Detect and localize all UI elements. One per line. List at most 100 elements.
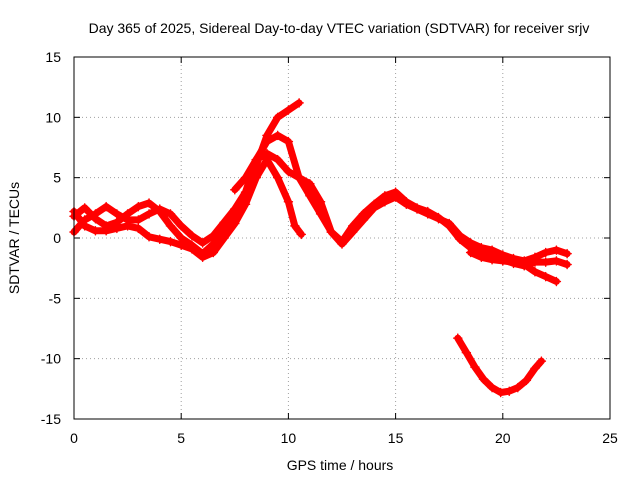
data-point <box>296 229 307 240</box>
data-point <box>144 232 154 242</box>
data-point <box>294 172 304 183</box>
data-point <box>305 178 315 189</box>
data-point <box>326 227 337 237</box>
data-point <box>219 233 229 243</box>
y-tick-label: -10 <box>41 351 61 367</box>
data-point <box>283 197 294 207</box>
x-axis-label: GPS time / hours <box>287 457 394 473</box>
axis-ticks <box>73 56 611 420</box>
x-tick-label: 25 <box>602 430 618 446</box>
data-point <box>272 172 283 183</box>
data-point <box>504 386 514 396</box>
x-tick-label: 0 <box>70 430 78 446</box>
data-point <box>530 267 540 277</box>
data-point <box>530 257 540 267</box>
data-point <box>337 236 347 247</box>
data-point <box>262 148 272 159</box>
data-point <box>197 252 208 263</box>
x-tick-labels: 0 5 10 15 20 25 <box>70 430 618 446</box>
y-axis-label: SDTVAR / TECUs <box>6 182 22 294</box>
data-point <box>230 204 240 214</box>
data-point <box>133 201 144 212</box>
data-point <box>219 217 229 228</box>
data-point <box>176 240 186 250</box>
data-point <box>122 215 133 225</box>
y-tick-label: -5 <box>49 290 62 306</box>
data-point <box>187 230 197 241</box>
data-point <box>165 236 176 247</box>
y-tick-label: -15 <box>41 411 61 427</box>
data-point <box>79 203 90 213</box>
data-point <box>133 223 144 234</box>
data-point <box>133 215 144 225</box>
x-tick-label: 5 <box>177 430 185 446</box>
data-point <box>315 197 326 207</box>
data-point <box>513 382 523 393</box>
data-point <box>272 154 283 165</box>
data-point <box>478 374 489 384</box>
chart-title: Day 365 of 2025, Sidereal Day-to-day VTE… <box>89 20 590 36</box>
data-point <box>101 226 111 236</box>
data-point <box>290 221 300 231</box>
data-point <box>240 172 251 183</box>
data-point <box>551 245 562 255</box>
data-point <box>562 259 572 270</box>
data-point <box>369 199 379 209</box>
data-point <box>305 191 315 201</box>
data-point <box>487 382 497 393</box>
data-point <box>208 230 219 241</box>
data-point <box>144 198 154 208</box>
data-series <box>69 98 572 398</box>
data-point <box>380 191 390 201</box>
data-point <box>536 356 547 366</box>
series-track-4 <box>230 148 572 271</box>
data-point <box>165 221 176 231</box>
data-point <box>272 112 283 123</box>
data-point <box>90 209 101 219</box>
data-point <box>401 197 412 207</box>
data-point <box>433 212 444 223</box>
y-tick-label: 15 <box>45 49 61 65</box>
y-tick-label: 0 <box>53 230 61 246</box>
data-point <box>551 256 562 266</box>
data-point <box>262 136 272 147</box>
data-point <box>294 98 304 108</box>
data-point <box>208 247 219 258</box>
series-track-6 <box>453 333 547 398</box>
data-point <box>530 363 540 374</box>
data-point <box>412 203 422 213</box>
data-point <box>165 209 176 219</box>
x-tick-label: 10 <box>281 430 297 446</box>
data-point <box>283 105 294 115</box>
data-point <box>465 247 476 258</box>
data-point <box>230 184 240 195</box>
data-point <box>283 166 294 177</box>
data-point <box>112 223 122 234</box>
data-point <box>521 375 532 386</box>
data-point <box>461 347 472 358</box>
data-point <box>540 257 551 267</box>
data-point <box>197 238 208 248</box>
data-point <box>519 259 529 270</box>
data-point <box>112 209 122 219</box>
data-point <box>423 206 433 217</box>
data-point <box>79 215 90 225</box>
data-point <box>540 247 551 258</box>
data-point <box>476 252 487 263</box>
data-point <box>155 234 165 244</box>
series-line <box>454 334 545 396</box>
data-point <box>470 362 480 372</box>
data-point <box>240 199 251 209</box>
data-point <box>187 244 197 254</box>
data-point <box>90 226 101 236</box>
data-point <box>562 248 572 259</box>
data-point <box>155 204 165 214</box>
data-point <box>508 257 519 267</box>
data-point <box>495 387 506 398</box>
y-tick-labels: -15 -10 -5 0 5 10 15 <box>41 49 61 427</box>
data-point <box>551 276 562 287</box>
data-point <box>358 209 369 219</box>
y-tick-label: 10 <box>45 109 61 125</box>
data-point <box>498 256 508 266</box>
